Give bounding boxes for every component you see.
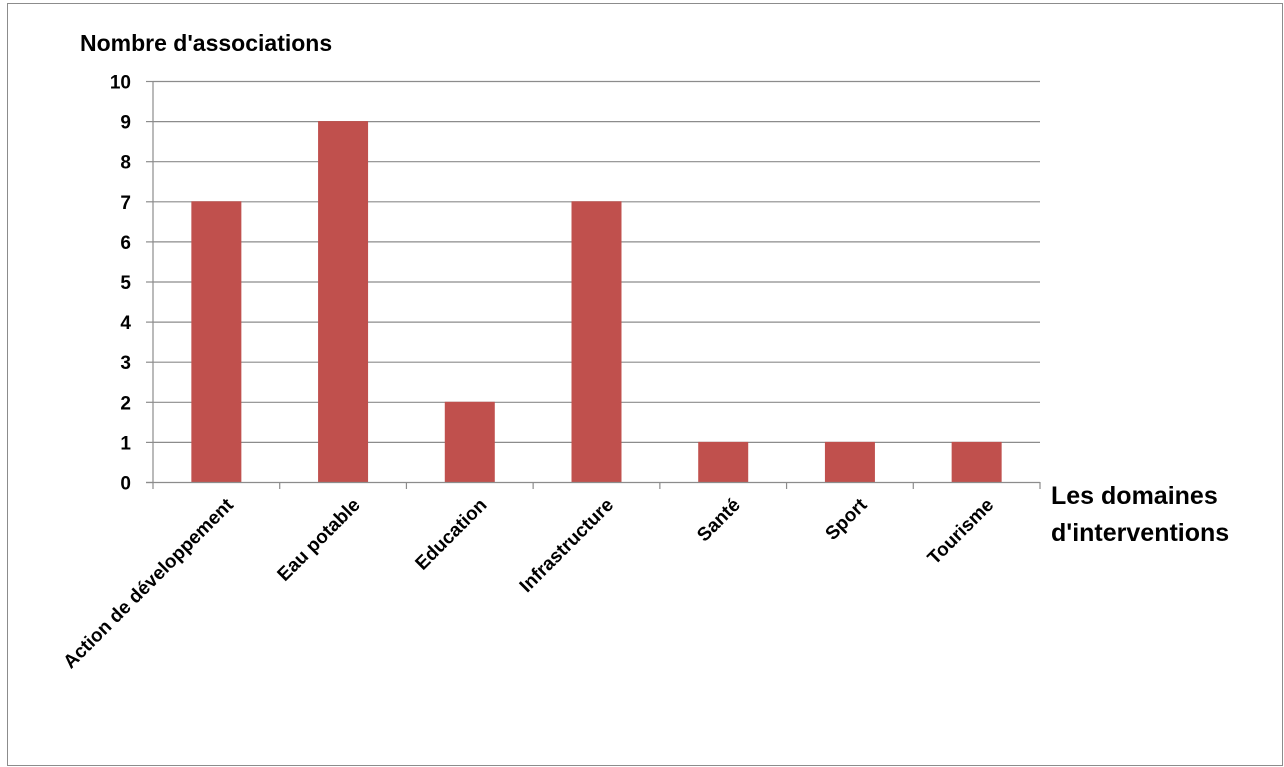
y-tick-label: 3 — [120, 353, 131, 374]
bar — [824, 441, 875, 482]
y-axis-label: Nombre d'associations — [80, 30, 333, 56]
x-tick-label: Sport — [822, 494, 872, 544]
y-tick-label: 8 — [120, 153, 131, 174]
y-tick-label: 5 — [120, 273, 131, 294]
bar — [444, 401, 495, 482]
axes — [146, 80, 1041, 489]
x-tick-label: Tourisme — [924, 495, 998, 569]
x-axis-label-line-1: Les domaines — [1051, 482, 1218, 510]
y-tick-label: 9 — [120, 113, 131, 134]
x-tick-label: Infrastructure — [516, 495, 618, 597]
x-axis-label-line-2: d'interventions — [1051, 519, 1230, 547]
bar — [318, 121, 369, 482]
bars — [191, 121, 1002, 483]
y-tick-label: 0 — [120, 474, 131, 495]
y-tick-label: 7 — [120, 193, 131, 214]
y-tick-label: 1 — [120, 433, 131, 454]
bar — [951, 441, 1002, 482]
y-tick-label: 10 — [110, 73, 131, 94]
x-tick-label: Santé — [693, 495, 744, 546]
x-tick-labels: Action de développement Eau potable Educat… — [60, 494, 999, 673]
y-tick-label: 2 — [120, 393, 131, 414]
gridlines — [153, 80, 1040, 443]
bar — [571, 201, 622, 483]
x-axis-label: Les domaines d'interventions — [1051, 478, 1229, 552]
y-tick-label: 4 — [120, 313, 131, 334]
bar — [698, 441, 749, 482]
x-tick-label: Education — [412, 495, 492, 575]
x-tick-label: Action de développement — [60, 494, 239, 673]
x-tick-label: Eau potable — [274, 495, 365, 586]
y-tick-labels: 0 1 2 3 4 5 6 7 8 9 10 — [110, 73, 132, 495]
bar — [191, 201, 242, 483]
y-tick-label: 6 — [120, 233, 131, 254]
